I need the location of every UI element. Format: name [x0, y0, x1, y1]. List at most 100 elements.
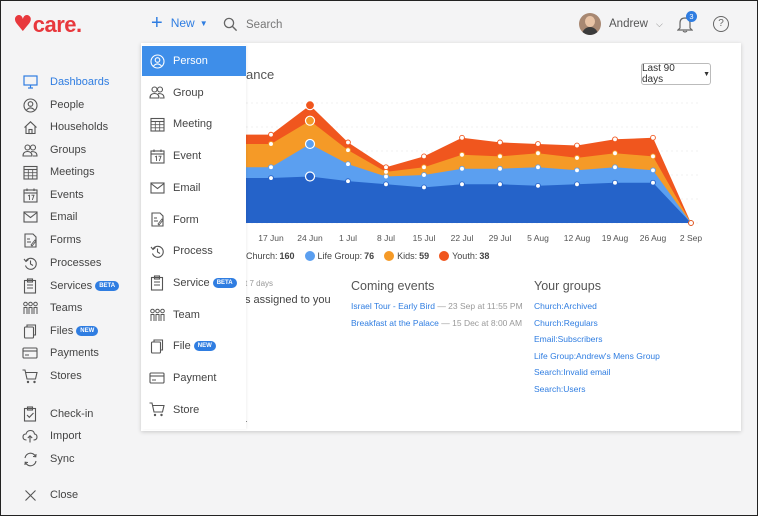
new-button[interactable]: + New ▼ — [151, 13, 208, 33]
group-link[interactable]: Search:Users — [534, 383, 586, 394]
search-icon — [223, 17, 238, 32]
notification-badge: 3 — [686, 11, 697, 22]
sidebar-item-services[interactable]: Services BETA — [21, 278, 120, 294]
data-point — [650, 179, 656, 186]
chart-legend: Church: 160 Life Group: 76 Kids: 59 Youth: 38 — [246, 251, 499, 261]
x-tick-label: 2 Sep — [680, 233, 702, 243]
sidebar-item-forms[interactable]: Forms — [21, 232, 81, 248]
process-icon — [148, 243, 166, 259]
calendar-icon — [21, 187, 39, 203]
ucare-logo[interactable]: ♥ care. — [13, 11, 82, 39]
avatar — [579, 13, 601, 35]
notifications-button[interactable]: 3 — [676, 11, 697, 36]
dashboard-card: ance Last 90 days ▼ 17 Jun 24 Jun 1 Jul 8 J… — [141, 43, 741, 431]
legend-label: Youth: — [452, 251, 478, 261]
sidebar-item-import[interactable]: Import — [21, 428, 81, 444]
sidebar-item-files[interactable]: Files NEW — [21, 323, 99, 339]
sidebar-item-teams[interactable]: Teams — [21, 300, 82, 316]
assigned-text: s assigned to you — [245, 294, 331, 306]
x-tick-label: 19 Aug — [602, 233, 629, 243]
user-menu[interactable]: Andrew ⌵ — [579, 13, 663, 35]
sidebar-item-processes[interactable]: Processes — [21, 255, 101, 271]
range-select[interactable]: Last 90 days ▼ — [641, 63, 711, 85]
new-menu-item-store[interactable]: Store — [142, 395, 246, 425]
search-field[interactable]: Search — [223, 17, 282, 32]
sidebar-item-check-in[interactable]: Check-in — [21, 406, 93, 422]
data-point — [574, 142, 580, 149]
sidebar-item-label: Import — [50, 430, 82, 442]
data-point — [421, 172, 427, 178]
data-point — [574, 167, 580, 174]
legend-swatch — [384, 251, 395, 261]
event-link[interactable]: Breakfast at the Palace — [351, 318, 439, 328]
sidebar-item-email[interactable]: Email — [21, 209, 78, 225]
data-point — [268, 141, 274, 147]
data-point — [612, 164, 618, 171]
data-point — [574, 155, 580, 161]
file-icon — [148, 338, 166, 354]
chevron-down-icon: ▼ — [199, 18, 208, 28]
data-point — [459, 151, 465, 158]
new-menu-item-label: Payment — [173, 372, 217, 384]
new-menu-item-service[interactable]: Service BETA — [142, 268, 246, 298]
help-button[interactable]: ? — [713, 16, 729, 32]
team-icon — [21, 300, 39, 316]
card-icon — [21, 345, 39, 361]
new-menu-item-label: Group — [173, 86, 204, 99]
legend-item[interactable]: Life Group: 76 — [304, 251, 374, 261]
group-link[interactable]: Church:Regulars — [534, 317, 598, 328]
data-point — [304, 138, 316, 150]
sidebar-item-sync[interactable]: Sync — [21, 451, 74, 467]
group-icon — [21, 142, 39, 158]
legend-total: 59 — [419, 251, 430, 261]
new-menu-item-event[interactable]: Event — [142, 141, 246, 171]
new-menu-item-email[interactable]: Email — [142, 173, 246, 203]
caret-down-icon: ▼ — [703, 70, 710, 78]
cart-icon — [21, 368, 39, 384]
data-point — [650, 167, 656, 174]
group-link[interactable]: Church:Archived — [534, 301, 597, 311]
sidebar-item-label: Households — [50, 121, 109, 133]
data-point — [497, 139, 503, 146]
x-tick-label: 8 Jul — [377, 233, 395, 243]
new-menu-item-payment[interactable]: Payment — [142, 363, 246, 393]
process-icon — [21, 255, 39, 271]
chevron-down-icon: ⌵ — [656, 18, 663, 29]
sidebar-item-stores[interactable]: Stores — [21, 368, 82, 384]
new-menu-item-label: Form — [173, 213, 199, 226]
sidebar-item-households[interactable]: Households — [21, 119, 108, 135]
sidebar-item-meetings[interactable]: Meetings — [21, 164, 95, 180]
form-icon — [21, 232, 39, 248]
data-point — [345, 147, 351, 154]
sidebar-item-events[interactable]: Events — [21, 187, 84, 203]
new-menu-item-file[interactable]: File NEW — [142, 331, 246, 361]
sidebar-item-people[interactable]: People — [21, 97, 84, 113]
data-point — [383, 173, 389, 180]
legend-item[interactable]: Kids: 59 — [384, 251, 429, 261]
sidebar-item-payments[interactable]: Payments — [21, 345, 99, 361]
group-icon — [148, 85, 166, 101]
group-link[interactable]: Life Group:Andrew's Mens Group — [534, 350, 660, 361]
event-link[interactable]: Israel Tour - Early Bird — [351, 301, 435, 311]
legend-item[interactable]: Church: 160 — [246, 251, 295, 261]
legend-item[interactable]: Youth: 38 — [439, 251, 489, 261]
new-menu-item-meeting[interactable]: Meeting — [142, 109, 246, 139]
new-menu-item-label: Process — [173, 245, 213, 258]
group-link[interactable]: Search:Invalid email — [534, 367, 611, 377]
group-link[interactable]: Email:Subscribers — [534, 334, 603, 344]
new-menu-item-label: Event — [173, 150, 202, 163]
new-menu-item-form[interactable]: Form — [142, 205, 246, 235]
sidebar-item-groups[interactable]: Groups — [21, 142, 86, 158]
new-menu-item-person[interactable]: Person — [142, 46, 246, 76]
new-menu-item-group[interactable]: Group — [142, 78, 246, 108]
sidebar-item-dashboards[interactable]: Dashboards — [21, 74, 109, 90]
data-point — [612, 179, 618, 186]
data-point — [535, 141, 541, 147]
new-menu-item-team[interactable]: Team — [142, 300, 246, 330]
your-groups-title: Your groups — [534, 279, 601, 293]
new-menu-item-process[interactable]: Process — [142, 236, 246, 266]
x-tick-label: 17 Jun — [258, 233, 284, 243]
help-icon: ? — [718, 18, 724, 29]
sidebar-item-badge: NEW — [76, 326, 99, 336]
sidebar-item-close[interactable]: Close — [21, 487, 78, 503]
